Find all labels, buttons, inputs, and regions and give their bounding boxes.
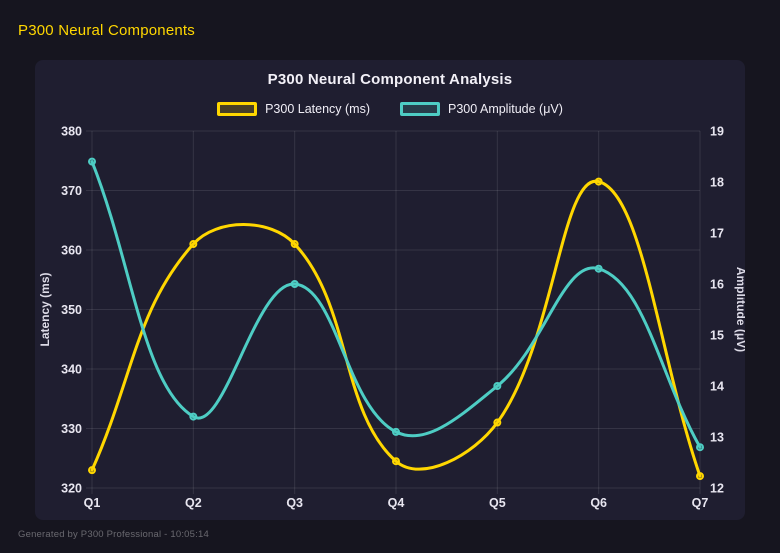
y-axis-right-tick: 15: [710, 329, 724, 343]
data-point-amplitude[interactable]: [88, 157, 96, 166]
data-point-amplitude[interactable]: [493, 382, 502, 390]
data-point-amplitude[interactable]: [290, 280, 299, 288]
data-point-amplitude[interactable]: [696, 443, 704, 452]
chart-title: P300 Neural Component Analysis: [267, 71, 513, 88]
legend-item-latency[interactable]: P300 Latency (ms): [217, 102, 370, 116]
series-amplitude: [88, 157, 704, 452]
page-title: P300 Neural Components: [18, 22, 196, 39]
data-point-latency[interactable]: [493, 418, 502, 427]
footer-status: Generated by P300 Professional - 10:05:1…: [18, 529, 209, 540]
x-axis-labels: Q1 Q2 Q3 Q4 Q5 Q6 Q7: [84, 496, 709, 510]
data-point-amplitude[interactable]: [189, 412, 198, 421]
y-axis-left-tick: 380: [61, 125, 82, 139]
y-axis-right-labels: 12 13 14 15 16 17 18 19: [710, 125, 724, 496]
x-axis-tick: Q7: [692, 496, 709, 510]
y-axis-left-tick: 320: [61, 482, 82, 496]
data-point-latency[interactable]: [594, 177, 603, 186]
y-axis-left-labels: 320 330 340 350 360 370 380: [61, 125, 82, 496]
y-axis-right-tick: 19: [710, 125, 724, 139]
legend-item-amplitude[interactable]: P300 Amplitude (μV): [400, 102, 563, 116]
x-axis-tick: Q3: [286, 496, 303, 510]
data-point-latency[interactable]: [392, 457, 400, 466]
series-line-amplitude: [90, 160, 702, 449]
data-point-amplitude[interactable]: [392, 427, 400, 436]
x-axis-tick: Q6: [590, 496, 607, 510]
y-axis-left-tick: 360: [61, 244, 82, 258]
y-axis-left-title: Latency (ms): [38, 272, 52, 346]
data-point-latency[interactable]: [290, 240, 299, 249]
y-axis-left-tick: 340: [61, 363, 82, 377]
x-axis-tick: Q5: [489, 496, 506, 510]
data-point-latency[interactable]: [696, 472, 704, 481]
y-axis-right-tick: 13: [710, 431, 724, 445]
y-axis-right-tick: 17: [710, 227, 724, 241]
data-point-amplitude[interactable]: [594, 264, 603, 273]
y-axis-right-tick: 16: [710, 278, 724, 292]
y-axis-right-tick: 18: [710, 176, 724, 190]
x-axis-tick: Q4: [388, 496, 405, 510]
data-point-latency[interactable]: [189, 240, 198, 249]
legend-label-latency: P300 Latency (ms): [265, 102, 370, 116]
series-latency: [88, 177, 704, 481]
x-axis-tick: Q2: [185, 496, 202, 510]
y-axis-right-tick: 12: [710, 482, 724, 496]
chart-panel: P300 Neural Component Analysis P300 Late…: [35, 60, 745, 520]
y-axis-right-tick: 14: [710, 380, 724, 394]
x-axis-tick: Q1: [84, 496, 101, 510]
chart-legend: P300 Latency (ms) P300 Amplitude (μV): [35, 102, 745, 116]
amplitude-swatch-icon: [400, 102, 440, 116]
y-axis-right-title: Amplitude (μV): [734, 267, 745, 352]
y-axis-left-tick: 370: [61, 184, 82, 198]
data-point-latency[interactable]: [88, 466, 96, 475]
legend-label-amplitude: P300 Amplitude (μV): [448, 102, 563, 116]
latency-swatch-icon: [217, 102, 258, 116]
y-axis-left-tick: 350: [61, 303, 82, 317]
gridlines: [86, 130, 701, 494]
y-axis-left-tick: 330: [61, 422, 82, 436]
